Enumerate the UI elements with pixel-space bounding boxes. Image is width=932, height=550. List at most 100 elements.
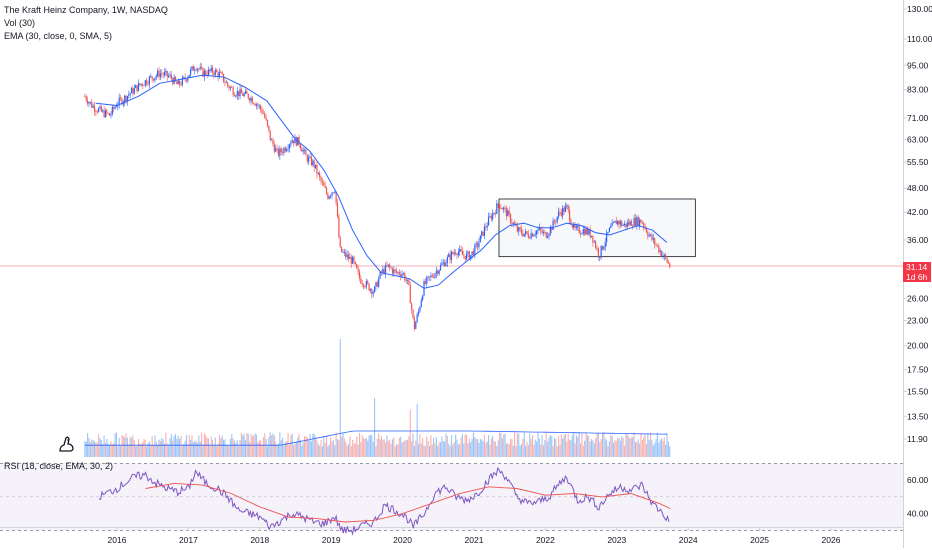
ema-legend[interactable]: EMA (30, close, 0, SMA, 5) <box>4 31 113 41</box>
volume-bar <box>354 443 356 457</box>
volume-bar <box>518 433 520 457</box>
candle-body <box>309 156 311 158</box>
volume-bar <box>181 446 183 457</box>
volume-bar <box>472 432 475 457</box>
volume-bar <box>198 435 200 457</box>
candle-body <box>316 164 318 174</box>
candle-body <box>368 283 370 291</box>
candle-body <box>446 256 448 263</box>
volume-bar <box>601 433 604 457</box>
volume-bar <box>661 438 663 457</box>
candle-body <box>364 286 366 288</box>
price-tick-label: 83.00 <box>907 85 929 95</box>
candle-body <box>570 220 572 225</box>
volume-bar <box>347 443 350 457</box>
candle-body <box>169 74 171 76</box>
volume-bar <box>325 436 328 457</box>
volume-bar <box>669 446 671 457</box>
candle-body <box>634 217 637 226</box>
candle-body <box>336 203 339 217</box>
candle-body <box>168 75 170 77</box>
volume-bar <box>195 440 197 457</box>
volume-bar <box>464 434 466 457</box>
volume-bar <box>630 437 632 457</box>
candle-body <box>188 74 190 78</box>
ema-line <box>95 74 668 289</box>
volume-bar <box>229 438 231 457</box>
candle-body <box>560 212 562 216</box>
tradingview-logo-icon[interactable] <box>57 434 77 454</box>
volume-bar <box>271 435 273 457</box>
candle-body <box>225 82 227 84</box>
volume-bar <box>151 436 153 457</box>
volume-bar <box>656 432 658 457</box>
candle-body <box>266 120 269 126</box>
candle-body <box>568 209 571 221</box>
volume-bar <box>477 439 479 457</box>
volume-bar <box>187 444 189 457</box>
volume-bar <box>319 445 321 457</box>
volume-bar <box>569 439 571 457</box>
candle-body <box>180 84 182 86</box>
volume-bar <box>353 443 355 457</box>
volume-bar <box>402 441 404 457</box>
volume-bar <box>435 436 437 457</box>
candle-body <box>468 251 470 260</box>
volume-bar <box>570 440 572 457</box>
volume-bar <box>493 441 495 457</box>
time-tick-label: 2023 <box>607 535 626 545</box>
volume-legend[interactable]: Vol (30) <box>4 18 36 28</box>
volume-bar <box>581 433 583 457</box>
volume-bar <box>338 440 340 457</box>
volume-bar <box>251 435 253 457</box>
candle-body <box>88 102 90 104</box>
volume-bar <box>328 444 330 457</box>
volume-bar <box>540 444 542 457</box>
candle-body <box>372 292 374 295</box>
candle-body <box>459 248 461 253</box>
candle-body <box>310 156 313 165</box>
time-tick-label: 2022 <box>536 535 555 545</box>
candle-body <box>161 73 163 75</box>
price-tick-label: 130.00 <box>907 4 932 14</box>
candle-body <box>584 229 586 235</box>
candle-body <box>243 93 245 97</box>
volume-bar <box>210 436 212 457</box>
candle-body <box>540 227 542 231</box>
volume-bar <box>136 445 138 457</box>
volume-bar <box>221 435 223 457</box>
volume-bar <box>216 445 218 457</box>
candle-body <box>448 254 450 257</box>
candle-body <box>213 72 215 75</box>
candle-body <box>239 89 241 97</box>
volume-bar <box>471 438 473 457</box>
volume-bar <box>424 446 426 457</box>
volume-bar <box>439 442 442 457</box>
volume-bar <box>106 438 108 457</box>
candle-body <box>254 104 256 106</box>
volume-bar <box>364 438 366 457</box>
volume-bar <box>423 445 425 457</box>
volume-bar <box>648 439 650 457</box>
volume-bar <box>103 435 105 457</box>
volume-bar <box>191 435 193 457</box>
volume-bar <box>295 442 297 457</box>
candle-body <box>207 69 210 76</box>
candle-body <box>637 217 639 226</box>
volume-bar <box>460 437 462 457</box>
candle-body <box>501 208 503 210</box>
candle-body <box>498 205 501 209</box>
volume-bar <box>437 445 439 457</box>
volume-bar <box>283 445 285 457</box>
volume-bar <box>100 440 102 457</box>
rsi-legend[interactable]: RSI (18, close, EMA, 30, 2) <box>4 461 114 471</box>
volume-bar <box>368 435 370 457</box>
candle-body <box>380 271 383 273</box>
candle-body <box>497 203 499 206</box>
volume-bar <box>205 435 207 457</box>
volume-bar <box>255 434 258 457</box>
volume-bar <box>448 443 450 457</box>
candle-body <box>341 247 343 253</box>
volume-bar <box>504 433 506 457</box>
